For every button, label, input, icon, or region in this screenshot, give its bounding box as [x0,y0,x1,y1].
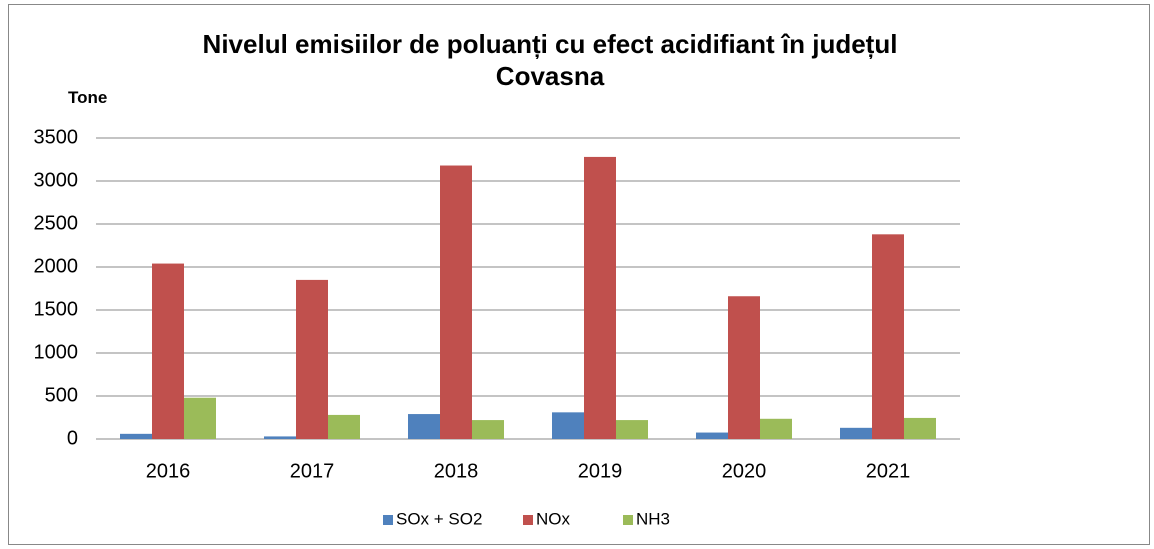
legend-label: SOx + SO2 [396,509,482,528]
x-tick-label: 2016 [146,460,191,482]
bar [584,156,616,440]
legend-swatch [523,515,533,525]
bar [904,417,936,439]
legend-label: NH3 [636,509,670,528]
y-tick-label: 3500 [34,126,79,148]
y-tick-label: 3000 [34,169,79,191]
bar [728,296,760,439]
x-tick-label: 2019 [578,460,623,482]
y-tick-label: 1000 [34,341,79,363]
bar [616,420,648,439]
y-tick-label: 0 [67,427,78,449]
bar [760,418,792,439]
bar [872,234,904,439]
bar [408,414,440,439]
bar [264,436,296,439]
x-tick-label: 2020 [722,460,767,482]
y-tick-label: 1500 [34,298,79,320]
bar [440,165,472,439]
chart-frame [8,4,1150,545]
y-tick-label: 2500 [34,212,79,234]
bar [552,412,584,439]
bar [840,427,872,439]
bar [328,414,360,439]
legend-swatch [623,515,633,525]
y-axis-label: Tone [68,88,108,107]
x-tick-label: 2021 [866,460,911,482]
bar [696,432,728,439]
y-tick-label: 500 [45,384,78,406]
x-tick-label: 2017 [290,460,335,482]
bar [120,433,152,439]
bar [184,397,216,439]
legend-swatch [383,515,393,525]
legend-label: NOx [536,509,571,528]
bar [152,263,184,439]
bar [472,420,504,439]
x-tick-label: 2018 [434,460,479,482]
bar [296,279,328,439]
y-tick-label: 2000 [34,255,79,277]
chart-title: Nivelul emisiilor de poluanți cu efect a… [202,29,898,91]
